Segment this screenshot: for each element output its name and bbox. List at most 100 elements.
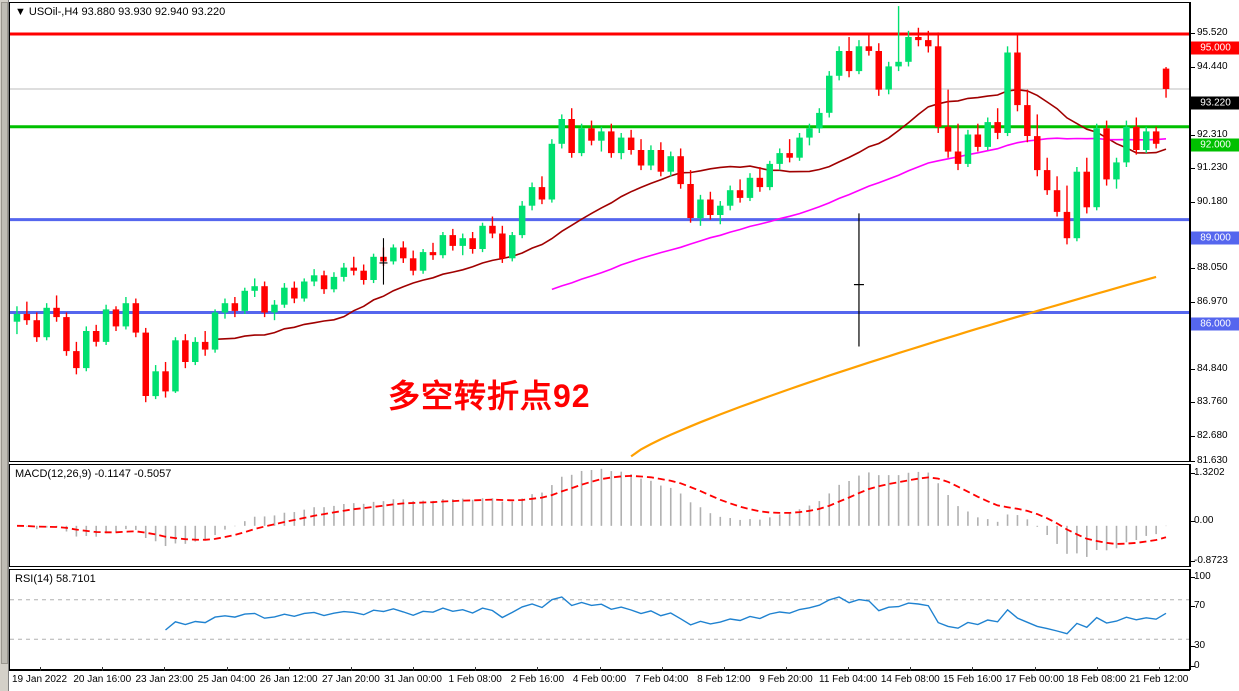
price-axis-tick — [1191, 67, 1195, 68]
time-axis-label: 4 Feb 00:00 — [572, 674, 627, 685]
candle-body — [667, 156, 674, 172]
candle-body — [231, 303, 239, 311]
time-axis-tick — [1096, 667, 1098, 671]
time-axis-label: 18 Feb 08:00 — [1067, 674, 1127, 685]
candle-body — [1063, 211, 1071, 239]
candle-body — [201, 341, 209, 350]
price-axis-tick — [1191, 436, 1195, 437]
candle-body — [142, 332, 149, 396]
price-axis-tick — [1191, 33, 1195, 34]
trend-line — [630, 275, 1157, 458]
candle-body — [1004, 52, 1011, 133]
candle-body — [479, 225, 486, 249]
macd-axis: 1.3202 0.00 -0.8723 — [1190, 464, 1239, 567]
time-axis-tick — [40, 667, 42, 671]
candle-body — [53, 307, 60, 318]
rsi-axis-tick — [1191, 606, 1195, 607]
time-axis-tick — [102, 667, 104, 671]
price-level-tag[interactable]: 89.000 — [1191, 231, 1239, 245]
rsi-axis-label: 100 — [1194, 571, 1211, 582]
macd-axis-tick — [1191, 473, 1195, 474]
candle-body — [796, 137, 803, 158]
candle-body — [73, 351, 80, 369]
candle-body — [360, 270, 367, 280]
candle-body — [885, 66, 892, 90]
candle-body — [746, 177, 754, 198]
price-axis-label: 83.760 — [1197, 396, 1228, 407]
candle-body — [390, 247, 397, 262]
candle-body — [776, 153, 783, 164]
time-axis-label: 25 Jan 04:00 — [197, 674, 256, 685]
candle-body — [925, 40, 932, 47]
macd-label: MACD(12,26,9) -0.1147 -0.5057 — [15, 468, 172, 480]
symbol-header: ▼ USOil-,H4 93.880 93.930 92.940 93.220 — [15, 6, 225, 18]
time-axis-tick — [1034, 667, 1036, 671]
candle-body — [1133, 126, 1140, 150]
price-level-tag[interactable]: 92.000 — [1191, 138, 1239, 152]
time-axis-tick — [537, 667, 539, 671]
candle-body — [954, 151, 962, 164]
candle-body — [875, 51, 882, 90]
price-level-tag[interactable]: 86.000 — [1191, 317, 1239, 331]
rsi-axis-tick — [1191, 646, 1195, 647]
vertical-scrollbar[interactable] — [0, 0, 9, 691]
time-axis-tick — [164, 667, 166, 671]
candle-body — [974, 134, 982, 147]
time-axis[interactable]: 19 Jan 2022 20 Jan 16:00 23 Jan 23:00 25 Ja… — [9, 667, 1190, 690]
candle-body — [944, 126, 952, 152]
collapse-icon[interactable]: ▼ — [15, 6, 26, 18]
candle-body — [112, 309, 120, 327]
candle-body — [13, 314, 21, 322]
candle-body — [192, 341, 199, 362]
candle-body — [806, 128, 813, 138]
candle-body — [617, 137, 625, 154]
time-axis-label: 2 Feb 16:00 — [510, 674, 565, 685]
candle-body — [1152, 131, 1160, 144]
candle-body — [657, 150, 665, 172]
candle-body — [211, 312, 219, 350]
macd-signal-line — [16, 474, 1167, 545]
candle-body — [1083, 171, 1090, 208]
time-axis-tick — [413, 667, 415, 671]
candle-body — [608, 131, 615, 154]
candle-body — [340, 267, 348, 277]
candle-body — [221, 303, 229, 313]
macd-axis-tick — [1191, 561, 1195, 562]
candle-body — [855, 46, 863, 72]
time-axis-tick — [848, 667, 850, 671]
macd-plot — [16, 468, 1167, 557]
price-axis-label: 91.230 — [1197, 162, 1228, 173]
price-axis[interactable]: 95.520 94.440 92.310 91.230 90.180 88.050 86.9… — [1190, 2, 1239, 466]
time-axis-label: 1 Feb 08:00 — [448, 674, 502, 685]
price-chart-panel[interactable]: ▼ USOil-,H4 93.880 93.930 92.940 93.220 多… — [9, 2, 1190, 462]
macd-axis-tick — [1191, 521, 1195, 522]
price-level-tag[interactable]: 93.220 — [1191, 96, 1239, 110]
candle-body — [499, 233, 506, 259]
price-level-tag[interactable]: 95.000 — [1191, 41, 1239, 55]
price-axis-label: 86.970 — [1197, 296, 1228, 307]
candle-body — [102, 309, 110, 342]
candle-body — [1103, 128, 1110, 180]
time-axis-label: 21 Feb 12:00 — [1129, 674, 1189, 685]
candle-body — [826, 75, 833, 113]
candle-body — [469, 238, 476, 249]
rsi-panel[interactable]: RSI(14) 58.7101 — [9, 569, 1190, 670]
time-axis-tick — [475, 667, 477, 671]
candle-body — [182, 340, 189, 362]
macd-panel[interactable]: MACD(12,26,9) -0.1147 -0.5057 — [9, 464, 1190, 567]
time-axis-label: 20 Jan 16:00 — [73, 674, 132, 685]
candle-body — [1053, 190, 1061, 212]
price-axis-label: 95.520 — [1197, 27, 1228, 38]
time-axis-label: 23 Jan 23:00 — [135, 674, 194, 685]
candle-body — [865, 46, 873, 51]
candle-body — [816, 112, 823, 129]
candle-body — [756, 177, 764, 188]
time-axis-label: 15 Feb 16:00 — [942, 674, 1002, 685]
candle-body — [251, 286, 258, 291]
scrollbar-thumb[interactable] — [1, 2, 8, 664]
price-axis-tick — [1191, 461, 1195, 462]
candle-body — [301, 281, 308, 299]
candle-body — [637, 150, 645, 166]
rsi-axis-label: 30 — [1194, 640, 1206, 651]
price-axis-tick — [1191, 202, 1195, 203]
